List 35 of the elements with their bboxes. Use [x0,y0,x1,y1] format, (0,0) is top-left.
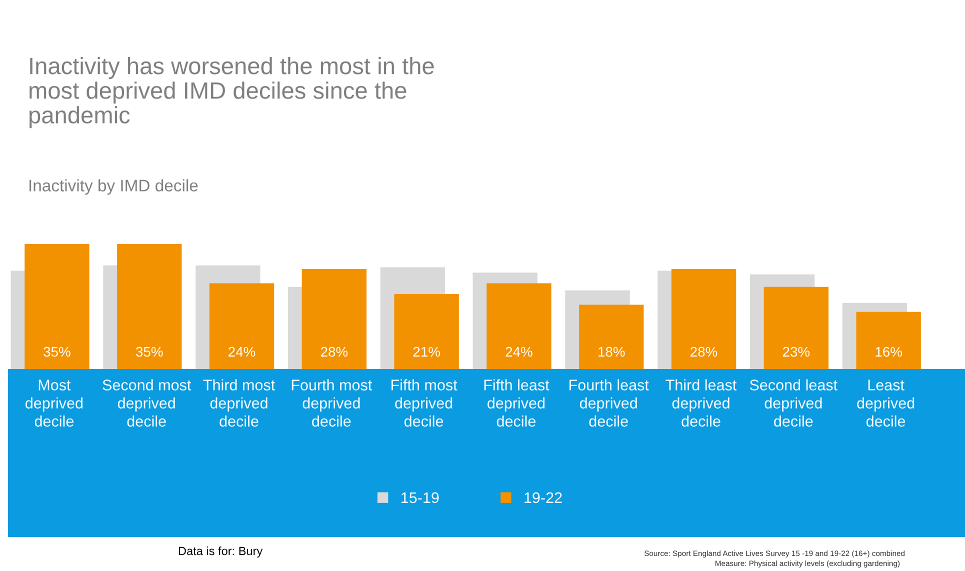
bar [394,294,459,369]
bar [856,312,921,369]
data-label: 35% [44,346,70,357]
x-tick-label: Third least deprived decile [666,379,737,427]
bar [764,286,829,369]
x-tick-label: Most deprived decile [26,380,83,427]
x-tick-label: Fifth least deprived decile [484,379,550,427]
bar [117,244,182,369]
legend-label: 19-22 [524,492,562,504]
bar [486,283,552,369]
data-label: 18% [598,346,625,357]
data-label: 24% [228,346,256,357]
x-tick-label: Second least deprived decile [750,379,838,427]
x-tick-label: Second most deprived decile [102,379,192,427]
x-tick-label: Fourth least deprived decile [570,379,649,427]
bar [302,269,367,369]
chart-subtitle: Inactivity by IMD decile [30,179,198,195]
bar [209,283,274,369]
data-label: 23% [782,346,810,357]
data-label: 28% [320,346,348,357]
data-label: 28% [690,346,718,357]
text: Data is for: Bury [178,546,263,558]
data-label: 21% [413,346,440,357]
x-tick-label: Fifth most deprived decile [392,379,458,427]
bar [671,269,736,369]
data-label: 16% [876,346,902,357]
x-tick-label: Fourth most deprived decile [292,379,372,427]
bar [24,244,90,369]
chart-title: Inactivity has worsened the most in the most deprived IMD deciles since the pandemic [30,57,434,128]
data-label: 24% [506,346,532,357]
bar [579,304,644,369]
x-tick-label: Least deprived decile [857,380,914,427]
legend-label: 15-19 [402,492,439,504]
x-tick-label: Third most deprived decile [203,379,275,427]
data-label: 35% [136,346,163,357]
